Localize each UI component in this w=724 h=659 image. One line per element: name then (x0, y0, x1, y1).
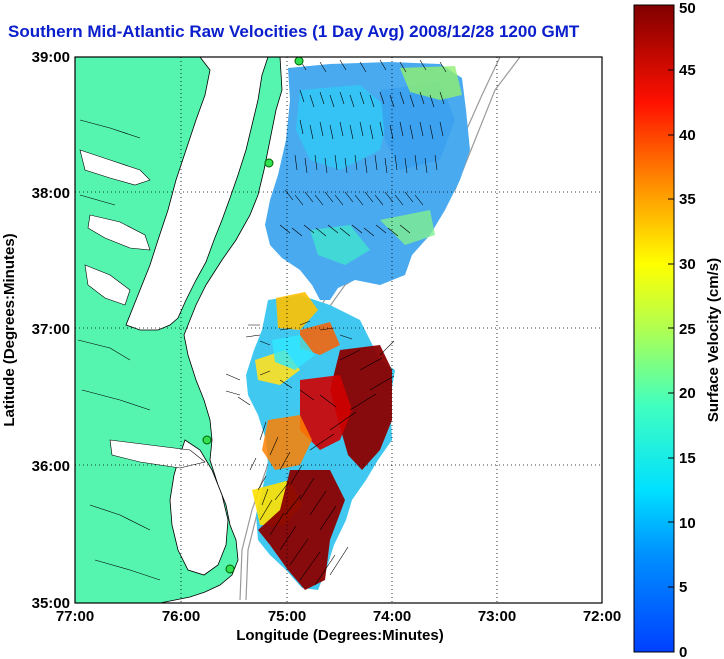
grid-lines (75, 57, 602, 603)
hf-radar-stations (202, 57, 304, 574)
river-lines (77, 119, 161, 581)
y-tick-label: 35:00 (32, 595, 70, 612)
colorbar-tick-label: 0 (679, 644, 687, 659)
x-tick-label: 74:00 (373, 608, 411, 625)
colorbar (633, 4, 675, 653)
colorbar-tick-label: 15 (679, 450, 696, 467)
x-axis-title: Longitude (Degrees:Minutes) (236, 627, 444, 644)
colorbar-tick-label: 20 (679, 385, 696, 402)
colorbar-label: Surface Velocity (cm/s) (705, 258, 722, 422)
y-tick-label: 36:00 (32, 458, 70, 475)
x-tick-label: 76:00 (162, 608, 200, 625)
bay-inlet-west-2 (87, 214, 151, 251)
colorbar-tick-labels: 0 5 10 15 20 25 30 35 40 45 50 (679, 0, 696, 659)
y-tick-label: 38:00 (32, 185, 70, 202)
x-tick-labels: 77:00 76:00 75:00 74:00 73:00 72:00 (56, 608, 621, 625)
velocity-vectors (225, 59, 447, 586)
plot-border (74, 56, 603, 604)
x-tick-label: 75:00 (268, 608, 306, 625)
x-tick-label: 72:00 (583, 608, 621, 625)
station-marker (264, 158, 274, 168)
x-tick-label: 73:00 (478, 608, 516, 625)
colorbar-tick-label: 30 (679, 256, 696, 273)
y-axis-title: Latitude (Degrees:Minutes) (1, 233, 18, 426)
y-tick-labels: 39:00 38:00 37:00 36:00 35:00 (32, 49, 70, 612)
y-tick-label: 37:00 (32, 321, 70, 338)
bay-inlet-west-1 (79, 149, 151, 186)
figure-title: Southern Mid-Atlantic Raw Velocities (1 … (8, 22, 580, 41)
y-tick-label: 39:00 (32, 49, 70, 66)
bay-inlet-west-3 (84, 264, 131, 306)
colorbar-tick-label: 10 (679, 515, 696, 532)
station-marker (202, 435, 212, 445)
chesapeake-bay (125, 57, 269, 331)
x-tick-label: 77:00 (56, 608, 94, 625)
colorbar-tick-label: 25 (679, 321, 696, 338)
colorbar-tick-label: 45 (679, 62, 696, 79)
colorbar-tick-label: 35 (679, 191, 696, 208)
station-marker (294, 57, 304, 66)
station-marker (225, 564, 235, 574)
colorbar-tick-label: 40 (679, 127, 696, 144)
pamlico-sound (169, 439, 229, 576)
colorbar-tick-label: 50 (679, 0, 696, 17)
colorbar-ticks (668, 4, 674, 653)
colorbar-tick-label: 5 (679, 579, 687, 596)
